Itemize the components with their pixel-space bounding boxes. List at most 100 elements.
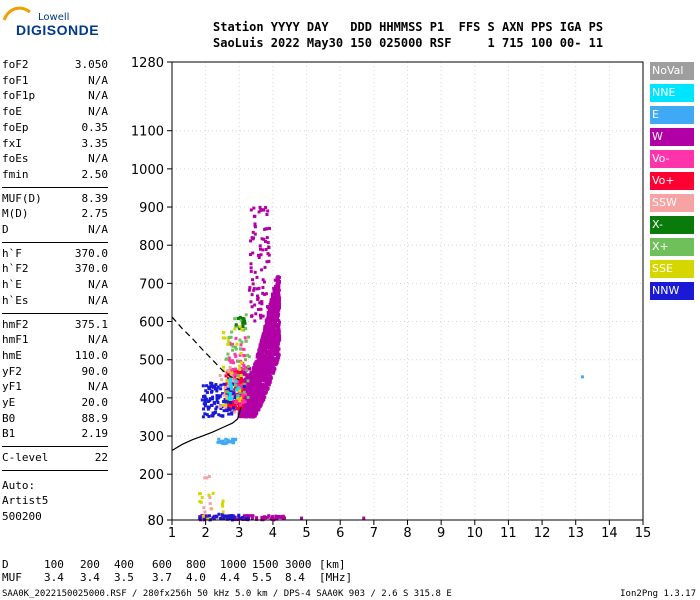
echo-point-vo- <box>242 368 246 372</box>
echo-point-w <box>266 515 270 519</box>
param-name: hmF2 <box>2 317 29 331</box>
footer-version: Ion2Png 1.3.17 <box>620 589 696 599</box>
echo-point-x- <box>239 318 243 322</box>
echo-point-w <box>257 397 261 401</box>
echo-point-w <box>252 236 256 240</box>
echo-point-sse <box>239 396 243 400</box>
param-name: B0 <box>2 411 16 425</box>
autoscaling-line: Artist5 <box>2 494 49 508</box>
echo-point-w <box>258 313 262 317</box>
echo-point-w <box>270 323 274 327</box>
x-tick-label: 15 <box>635 526 652 541</box>
echo-point-nnw <box>227 515 231 519</box>
echo-point-x- <box>230 330 234 334</box>
echo-point-w <box>247 383 251 387</box>
echo-point-w <box>247 288 251 292</box>
echo-point-x- <box>242 317 246 321</box>
echo-point-w <box>239 411 243 415</box>
echo-point-w <box>274 514 278 518</box>
echo-point-vo- <box>236 369 240 373</box>
echo-point-x- <box>242 328 246 332</box>
echo-point-w <box>267 259 271 263</box>
echo-point-x- <box>244 327 248 331</box>
param-name: foEs <box>2 152 29 166</box>
echo-point-nnw <box>216 401 220 405</box>
echo-point-nnw <box>204 389 208 393</box>
echo-point-w <box>251 371 255 375</box>
echo-point-vo- <box>234 336 238 340</box>
param-name: h`F <box>2 246 22 260</box>
echo-point-nnw <box>203 399 207 403</box>
echo-point-w <box>274 352 278 356</box>
echo-point-ssw <box>226 384 230 388</box>
echo-point-e <box>216 440 220 444</box>
echo-point-nnw <box>232 406 236 410</box>
echo-point-w <box>276 280 280 284</box>
echo-point-nnw <box>222 516 226 520</box>
echo-point-w <box>254 410 258 414</box>
echo-point-vo- <box>239 383 243 387</box>
echo-point-vo- <box>240 401 244 405</box>
echo-point-vo- <box>239 343 243 347</box>
digisonde-logo-mark <box>2 6 31 21</box>
echo-point-ssw <box>205 476 209 480</box>
echo-point-w <box>259 316 263 320</box>
echo-point-w <box>250 406 254 410</box>
echo-point-w <box>266 306 270 310</box>
echo-point-vo- <box>227 358 231 362</box>
echo-point-sse <box>221 499 225 503</box>
echo-point-nne <box>229 377 233 381</box>
echo-point-w <box>261 359 265 363</box>
echo-point-w <box>254 400 258 404</box>
echo-point-w <box>264 391 268 395</box>
x-tick-label: 9 <box>437 526 445 541</box>
echo-point-ssw <box>228 365 232 369</box>
echo-point-nnw <box>233 395 237 399</box>
echo-point-w <box>248 412 252 416</box>
echo-point-x- <box>236 316 240 320</box>
echo-point-w <box>260 346 264 350</box>
echo-point-w <box>257 393 261 397</box>
echo-point-nnw <box>232 515 236 519</box>
echo-point-w <box>258 405 262 409</box>
echo-point-w <box>250 293 254 297</box>
echo-point-vo- <box>241 386 245 390</box>
echo-point-w <box>265 351 269 355</box>
param-value: 2.19 <box>81 427 109 441</box>
echo-point-nnw <box>213 384 217 388</box>
echo-point-nnw <box>226 386 230 390</box>
echo-point-nnw <box>215 389 219 393</box>
echo-point-w <box>255 392 259 396</box>
echo-point-w <box>267 318 271 322</box>
echo-point-nnw <box>201 384 205 388</box>
echo-point-vo- <box>233 352 237 356</box>
muf-cell: 800 <box>186 558 206 571</box>
echo-point-nnw <box>215 405 219 409</box>
echo-point-w <box>255 275 259 279</box>
echo-point-sse <box>223 336 227 340</box>
echo-point-nnw <box>205 384 209 388</box>
echo-point-w <box>269 310 273 314</box>
echo-point-w <box>274 294 278 298</box>
echo-point-nnw <box>198 517 202 521</box>
chart-frame <box>171 61 644 521</box>
echo-point-sse <box>222 331 226 335</box>
echo-point-w <box>273 310 277 314</box>
echo-point-w <box>260 384 264 388</box>
autoscaling-line: Auto: <box>2 478 36 492</box>
echo-point-nnw <box>215 396 219 400</box>
echo-point-sse <box>239 374 243 378</box>
echo-point-vo- <box>244 392 248 396</box>
echo-point-w <box>263 330 267 334</box>
echo-point-sse <box>238 325 242 329</box>
echo-point-w <box>261 333 265 337</box>
echo-point-nnw <box>215 394 219 398</box>
echo-point-w <box>265 363 269 367</box>
echo-point-nne <box>228 378 232 382</box>
param-value: 20.0 <box>81 396 109 409</box>
echo-point-sse <box>238 389 242 393</box>
echo-point-e <box>231 441 235 445</box>
echo-point-w <box>212 517 216 521</box>
echo-point-vo- <box>232 361 236 365</box>
param-name: h`F2 <box>2 262 29 276</box>
